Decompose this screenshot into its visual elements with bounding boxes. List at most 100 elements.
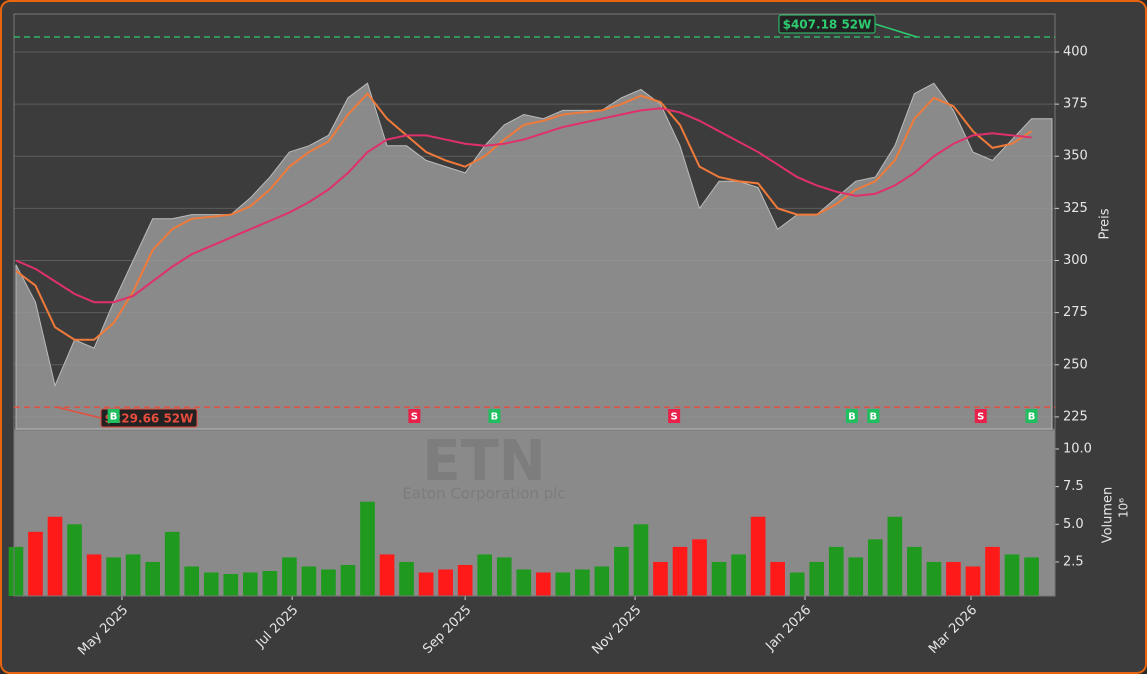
x-tick-label: Sep 2025	[420, 603, 474, 657]
signal-marker	[1025, 409, 1038, 423]
signal-marker	[867, 409, 880, 423]
volume-bar	[1004, 554, 1020, 596]
volume-bar	[926, 561, 942, 596]
level-label: $229.66 52W	[105, 412, 194, 426]
volume-bar	[203, 572, 219, 596]
y-tick-label: 350	[1063, 149, 1088, 164]
volume-bar	[28, 531, 43, 596]
volume-bar	[399, 561, 414, 596]
signal-label: B	[110, 412, 118, 423]
volume-bar	[282, 557, 297, 596]
level-arrow	[874, 23, 918, 38]
volume-bar	[1024, 557, 1039, 596]
y-tick-label: 275	[1063, 305, 1088, 320]
volume-bar	[164, 531, 180, 596]
volume-bar	[301, 566, 317, 596]
x-tick-label: May 2025	[75, 603, 131, 659]
volume-bar	[145, 561, 160, 596]
volume-bar	[438, 569, 453, 596]
company-watermark: Eaton Corporation plc	[402, 485, 565, 503]
volume-bar	[848, 557, 864, 596]
volume-bar	[828, 546, 844, 596]
volume-bar	[321, 569, 336, 596]
signal-label: B	[870, 412, 878, 423]
volume-bar	[750, 516, 766, 596]
y-tick-label: 5.0	[1063, 517, 1084, 532]
level-label: $407.18 52W	[783, 18, 872, 32]
signal-marker	[488, 409, 501, 423]
x-tick-label: Jan 2026	[763, 603, 815, 655]
volume-bar	[789, 572, 805, 596]
volume-bar	[184, 566, 200, 596]
volume-bar	[47, 516, 63, 596]
volume-bar	[223, 574, 239, 596]
signal-marker	[668, 409, 681, 423]
y-tick-label: 300	[1063, 253, 1088, 268]
price-area	[15, 82, 1053, 430]
signal-marker	[107, 409, 120, 423]
y-tick-label: 7.5	[1063, 479, 1084, 494]
x-tick-label: Mar 2026	[926, 603, 980, 657]
volume-bar	[692, 539, 707, 596]
volume-bar	[262, 570, 278, 596]
volume-bar	[457, 564, 473, 596]
volume-bar	[653, 561, 668, 596]
volume-bar	[672, 546, 688, 596]
volume-bar	[633, 524, 649, 596]
volume-bar	[985, 546, 1000, 596]
signal-label: B	[491, 412, 499, 423]
signal-label: S	[977, 412, 984, 423]
volume-bar	[340, 564, 356, 596]
volume-bar	[477, 554, 493, 596]
volume-bar	[965, 566, 981, 596]
level-arrow	[56, 406, 102, 419]
volume-bar	[867, 539, 883, 596]
volume-bar	[125, 554, 141, 596]
y-tick-label: 10.0	[1063, 441, 1092, 456]
signal-label: S	[671, 412, 678, 423]
volume-bar	[67, 524, 82, 596]
volume-bar	[907, 546, 922, 596]
volume-frame	[13, 429, 1056, 597]
signal-label: B	[1028, 412, 1036, 423]
y-tick-label: 225	[1063, 409, 1088, 424]
volume-bar	[360, 501, 375, 596]
volume-bar	[555, 572, 571, 596]
volume-bar	[575, 569, 590, 596]
y-tick-label: 400	[1063, 44, 1088, 59]
ticker-watermark: ETN	[422, 429, 545, 494]
volume-bar	[496, 557, 512, 596]
volume-bar	[809, 561, 825, 596]
volume-bar	[243, 572, 258, 596]
y-axis-label: Volumen	[1101, 487, 1116, 544]
y-tick-label: 2.5	[1063, 554, 1084, 569]
signal-marker	[408, 409, 421, 423]
volume-bar	[106, 557, 121, 596]
volume-bar	[711, 561, 727, 596]
signal-marker	[974, 409, 987, 423]
x-tick-label: Nov 2025	[590, 603, 645, 658]
volume-bar	[418, 572, 434, 596]
signal-marker	[845, 409, 858, 423]
volume-bar	[887, 516, 903, 596]
volume-bar	[516, 569, 532, 596]
volume-bar	[535, 572, 551, 596]
volume-bar	[8, 546, 24, 596]
volume-bar	[379, 554, 395, 596]
y-tick-label: 250	[1063, 357, 1088, 372]
x-tick-label: Jul 2025	[253, 603, 302, 652]
scale-label: 10⁶	[1117, 498, 1131, 518]
y-tick-label: 325	[1063, 201, 1088, 216]
volume-bar	[731, 554, 746, 596]
volume-bar	[946, 561, 961, 596]
volume-bar	[770, 561, 785, 596]
volume-bar	[614, 546, 629, 596]
volume-bar	[594, 566, 610, 596]
signal-label: B	[848, 412, 856, 423]
y-tick-label: 375	[1063, 97, 1088, 112]
ema-line	[15, 92, 1033, 341]
volume-bar	[86, 554, 102, 596]
signal-label: S	[411, 412, 418, 423]
